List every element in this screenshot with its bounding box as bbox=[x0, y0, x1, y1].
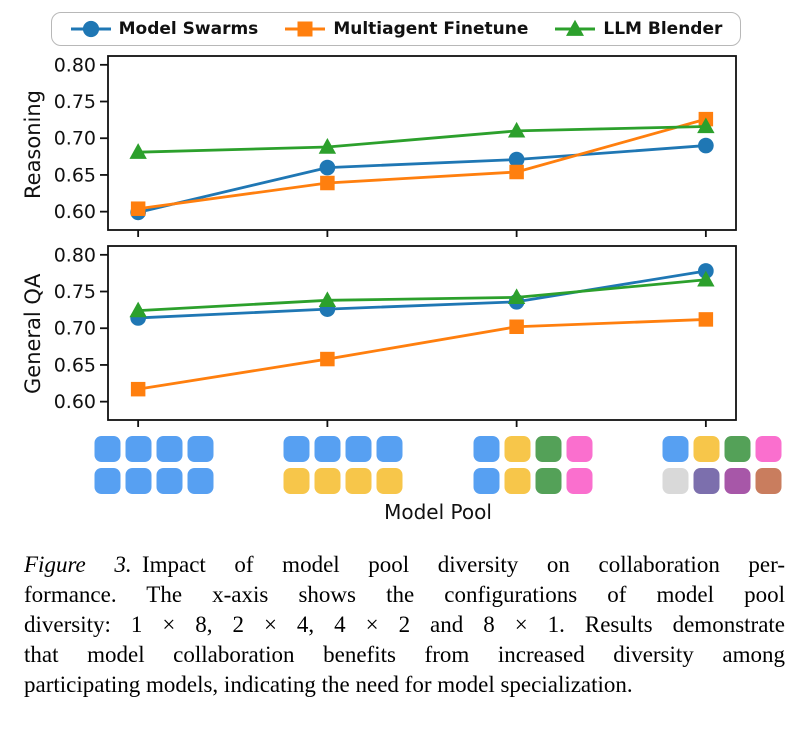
caption-line: that model collaboration benefits from i… bbox=[24, 642, 785, 667]
legend-item: Model Swarms bbox=[70, 19, 259, 39]
model-icon-pink bbox=[566, 436, 593, 462]
general-qa-chart: 0.60 0.65 0.70 0.75 0.80 bbox=[54, 244, 737, 427]
model-icon-gold bbox=[345, 468, 372, 494]
pool-row bbox=[662, 436, 782, 462]
xaxis-label: Model Pool bbox=[384, 500, 492, 524]
model-icon-gold bbox=[376, 468, 403, 494]
model-icon-blue bbox=[187, 436, 214, 462]
reasoning-axis-label: Reasoning bbox=[21, 89, 45, 199]
caption-line: participating models, indicating the nee… bbox=[24, 672, 633, 697]
model-icon-gold bbox=[504, 436, 531, 462]
svg-text:0.60: 0.60 bbox=[54, 391, 96, 413]
model-icon-rust bbox=[755, 468, 782, 494]
svg-text:0.65: 0.65 bbox=[54, 354, 96, 376]
model-icon-plum bbox=[724, 468, 751, 494]
pool-row bbox=[662, 468, 782, 494]
model-icon-gold bbox=[283, 468, 310, 494]
model-icon-blue bbox=[345, 436, 372, 462]
triangle-marker-icon bbox=[555, 19, 596, 36]
pool-group-2x4 bbox=[283, 436, 403, 494]
model-icon-green bbox=[724, 436, 751, 462]
model-icon-blue bbox=[156, 436, 183, 462]
svg-text:0.80: 0.80 bbox=[54, 244, 96, 266]
svg-text:0.70: 0.70 bbox=[54, 318, 96, 340]
model-icon-green bbox=[535, 468, 562, 494]
model-icon-gold bbox=[693, 436, 720, 462]
figure-label: Figure 3. bbox=[24, 552, 132, 577]
model-icon-blue bbox=[94, 436, 121, 462]
pool-group-8x1 bbox=[662, 436, 782, 494]
pool-row bbox=[473, 436, 593, 462]
svg-text:0.65: 0.65 bbox=[54, 164, 96, 186]
caption-text: Impact of model pool diversity on collab… bbox=[141, 552, 785, 577]
square-marker-icon bbox=[285, 21, 326, 37]
model-icon-green bbox=[535, 436, 562, 462]
legend-box: Model Swarms Multiagent Finetune LLM Blend… bbox=[50, 12, 742, 46]
legend: Model Swarms Multiagent Finetune LLM Blend… bbox=[16, 12, 776, 46]
caption: Figure 3. Impact of model pool diversity … bbox=[24, 550, 785, 700]
model-icon-pink bbox=[755, 436, 782, 462]
pool-group-1x8 bbox=[94, 436, 214, 494]
pool-row bbox=[473, 468, 593, 494]
reasoning-chart: 0.60 0.65 0.70 0.75 0.80 bbox=[54, 54, 737, 237]
svg-text:0.70: 0.70 bbox=[54, 128, 96, 150]
pool-row bbox=[94, 436, 214, 462]
general-qa-axis-label: General QA bbox=[21, 273, 45, 395]
caption-line: diversity: 1 × 8, 2 × 4, 4 × 2 and 8 × 1… bbox=[24, 612, 785, 637]
model-icon-blue bbox=[156, 468, 183, 494]
legend-item: Multiagent Finetune bbox=[284, 19, 528, 39]
model-icon-blue bbox=[283, 436, 310, 462]
model-icon-indigo bbox=[693, 468, 720, 494]
model-icon-blue bbox=[662, 436, 689, 462]
model-icon-blue bbox=[473, 436, 500, 462]
caption-line: formance. The x-axis shows the configura… bbox=[24, 582, 785, 607]
model-icon-blue bbox=[125, 468, 152, 494]
svg-text:0.75: 0.75 bbox=[54, 91, 96, 113]
model-icon-gold bbox=[314, 468, 341, 494]
model-icon-blue bbox=[125, 436, 152, 462]
pool-group-4x2 bbox=[473, 436, 593, 494]
model-pool-icons bbox=[94, 436, 782, 494]
circle-marker-icon bbox=[70, 20, 111, 38]
model-icon-gray bbox=[662, 468, 689, 494]
svg-text:0.75: 0.75 bbox=[54, 281, 96, 303]
model-icon-blue bbox=[94, 468, 121, 494]
svg-text:0.80: 0.80 bbox=[54, 54, 96, 76]
legend-label: LLM Blender bbox=[603, 19, 723, 39]
legend-label: Model Swarms bbox=[118, 19, 259, 39]
model-icon-pink bbox=[566, 468, 593, 494]
model-icon-blue bbox=[376, 436, 403, 462]
pool-row bbox=[283, 468, 403, 494]
model-icon-blue bbox=[473, 468, 500, 494]
reasoning-chart-row: Reasoning 0.60 0.65 0.70 0.75 0.80 bbox=[16, 50, 805, 238]
model-icon-gold bbox=[504, 468, 531, 494]
svg-text:0.60: 0.60 bbox=[54, 201, 96, 223]
model-icon-blue bbox=[314, 436, 341, 462]
legend-label: Multiagent Finetune bbox=[333, 19, 529, 39]
general-qa-chart-row: General QA 0.60 0.65 0.70 0.75 0.80 bbox=[16, 240, 805, 428]
pool-row bbox=[94, 468, 214, 494]
model-icon-blue bbox=[187, 468, 214, 494]
legend-item: LLM Blender bbox=[554, 19, 722, 39]
pool-row bbox=[283, 436, 403, 462]
caption-line: Figure 3. Impact of model pool diversity … bbox=[24, 550, 785, 580]
